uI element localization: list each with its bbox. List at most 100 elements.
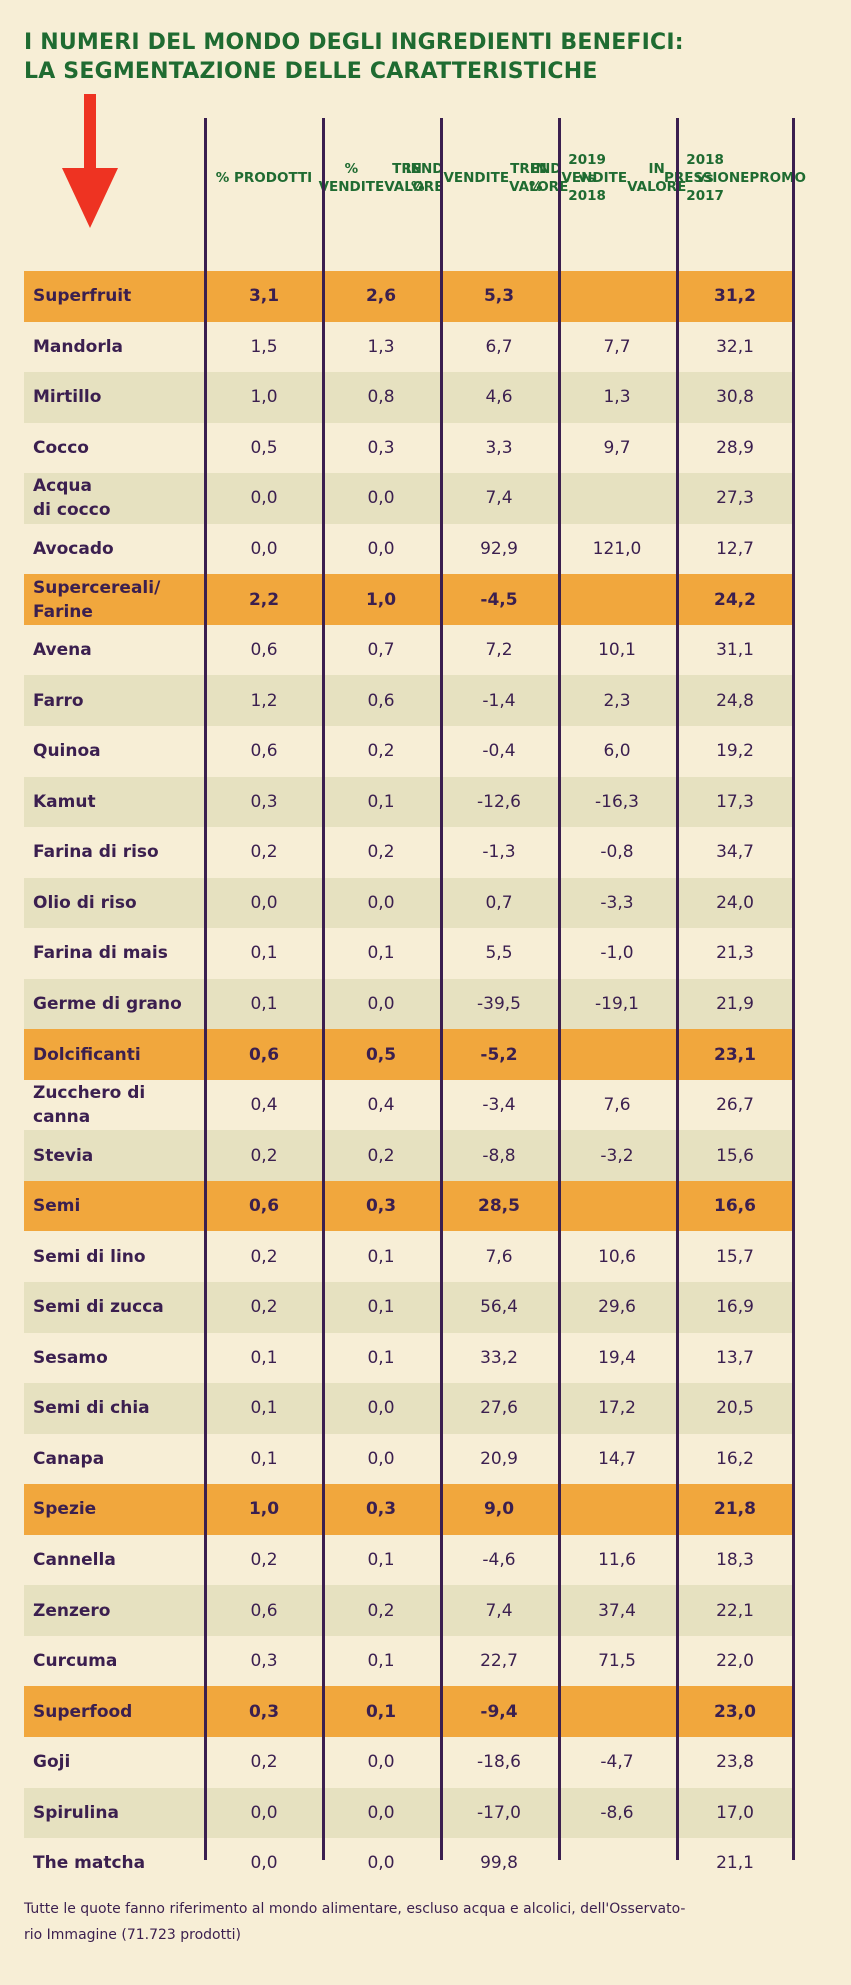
row-label-line: Germe di grano [33,992,182,1016]
value-cell: 21,9 [676,979,794,1030]
header-line: TREND % [392,160,443,196]
row-label-text: Dolcificanti [33,1043,141,1067]
table-row: Semi di zucca 0,2 0,1 56,4 29,6 16,9 [24,1282,794,1333]
value-cell: 1,0 [322,574,440,625]
value-cell: 2,2 [204,574,324,625]
row-label-line: Goji [33,1750,70,1774]
row-label: Spezie [33,1484,203,1535]
value-cell: 11,6 [558,1535,676,1586]
row-label-line: Olio di riso [33,891,137,915]
value-cell: 0,7 [322,625,440,676]
row-label: Spirulina [33,1788,203,1839]
row-label: Farro [33,675,203,726]
header-line: % VENDITE [319,160,385,196]
value-cell: 0,6 [322,675,440,726]
value-cell: 0,3 [204,1686,324,1737]
value-cell: 0,2 [322,726,440,777]
value-cell: -4,7 [558,1737,676,1788]
row-label: Mandorla [33,322,203,373]
row-label-line: Supercereali/ [33,576,160,600]
row-label: Sesamo [33,1333,203,1384]
value-cell: 92,9 [440,524,558,575]
value-cell: 23,1 [676,1029,794,1080]
row-label-line: Cannella [33,1548,116,1572]
header-trend-2018: TREND % VENDITE IN VALORE 2018 vs 2017 [558,118,676,238]
value-cell: 17,0 [676,1788,794,1839]
header-pressione-promo: PRESSIONE PROMO [676,118,794,238]
value-cell: 0,6 [204,726,324,777]
row-label-line: Semi di lino [33,1245,146,1269]
header-line: PROMO [749,169,806,187]
value-cell: 7,6 [440,1231,558,1282]
row-label-text: Superfruit [33,284,131,308]
value-cell: 0,1 [204,928,324,979]
row-label: Farina di riso [33,827,203,878]
table-row: Stevia 0,2 0,2 -8,8 -3,2 15,6 [24,1130,794,1181]
value-cell: -19,1 [558,979,676,1030]
value-cell: -3,4 [440,1080,558,1131]
value-cell [558,1838,676,1889]
row-label-text: Semi [33,1194,80,1218]
value-cell: 31,1 [676,625,794,676]
value-cell: 18,3 [676,1535,794,1586]
value-cell [558,473,676,524]
column-divider [558,118,561,1860]
row-label-text: Avena [33,638,92,662]
row-label: Supercereali/Farine [33,574,203,625]
value-cell [558,1181,676,1232]
column-divider [676,118,679,1860]
row-label-text: Cannella [33,1548,116,1572]
footnote-line-2: rio Immagine (71.723 prodotti) [24,1922,814,1948]
table-row: The matcha 0,0 0,0 99,8 21,1 [24,1838,794,1889]
row-label-text: Farina di riso [33,840,159,864]
row-label-line: Mandorla [33,335,123,359]
value-cell [558,1686,676,1737]
value-cell: 24,8 [676,675,794,726]
value-cell: 24,0 [676,878,794,929]
value-cell: 0,0 [204,473,324,524]
category-row: Spezie 1,0 0,3 9,0 21,8 [24,1484,794,1535]
table-row: Avena 0,6 0,7 7,2 10,1 31,1 [24,625,794,676]
value-cell: 0,1 [204,979,324,1030]
value-cell: 2,3 [558,675,676,726]
value-cell: 0,0 [322,1737,440,1788]
value-cell: 121,0 [558,524,676,575]
value-cell: 0,5 [204,423,324,474]
row-label-line: Avena [33,638,92,662]
row-label-text: Farro [33,689,84,713]
table-row: Acqua di cocco 0,0 0,0 7,4 27,3 [24,473,794,524]
value-cell: -17,0 [440,1788,558,1839]
row-label-line: Spezie [33,1497,96,1521]
table-row: Quinoa 0,6 0,2 -0,4 6,0 19,2 [24,726,794,777]
row-label-line: Spirulina [33,1801,119,1825]
value-cell: -1,4 [440,675,558,726]
value-cell: 22,1 [676,1585,794,1636]
value-cell: 32,1 [676,322,794,373]
value-cell: 9,7 [558,423,676,474]
value-cell: 15,6 [676,1130,794,1181]
value-cell: 14,7 [558,1434,676,1485]
row-label: Farina di mais [33,928,203,979]
value-cell: 23,8 [676,1737,794,1788]
row-label: Olio di riso [33,878,203,929]
value-cell: 20,9 [440,1434,558,1485]
value-cell: 0,0 [322,979,440,1030]
row-label: Dolcificanti [33,1029,203,1080]
value-cell: 0,3 [204,777,324,828]
row-label: Acqua di cocco [33,473,203,524]
value-cell: 6,7 [440,322,558,373]
category-row: Semi 0,6 0,3 28,5 16,6 [24,1181,794,1232]
value-cell [558,271,676,322]
row-label-text: The matcha [33,1851,145,1875]
value-cell: 0,0 [322,1383,440,1434]
row-label-line: Acqua [33,474,111,498]
value-cell: 0,0 [322,878,440,929]
value-cell: 0,3 [322,1181,440,1232]
category-row: Superfruit 3,1 2,6 5,3 31,2 [24,271,794,322]
value-cell: 16,6 [676,1181,794,1232]
row-label-line: Dolcificanti [33,1043,141,1067]
row-label-text: Farina di mais [33,941,168,965]
row-label-text: Quinoa [33,739,101,763]
category-row: Supercereali/Farine 2,2 1,0 -4,5 24,2 [24,574,794,625]
data-table: % PRODOTTI % VENDITE IN VALORE TREND % VEN… [24,118,794,1860]
